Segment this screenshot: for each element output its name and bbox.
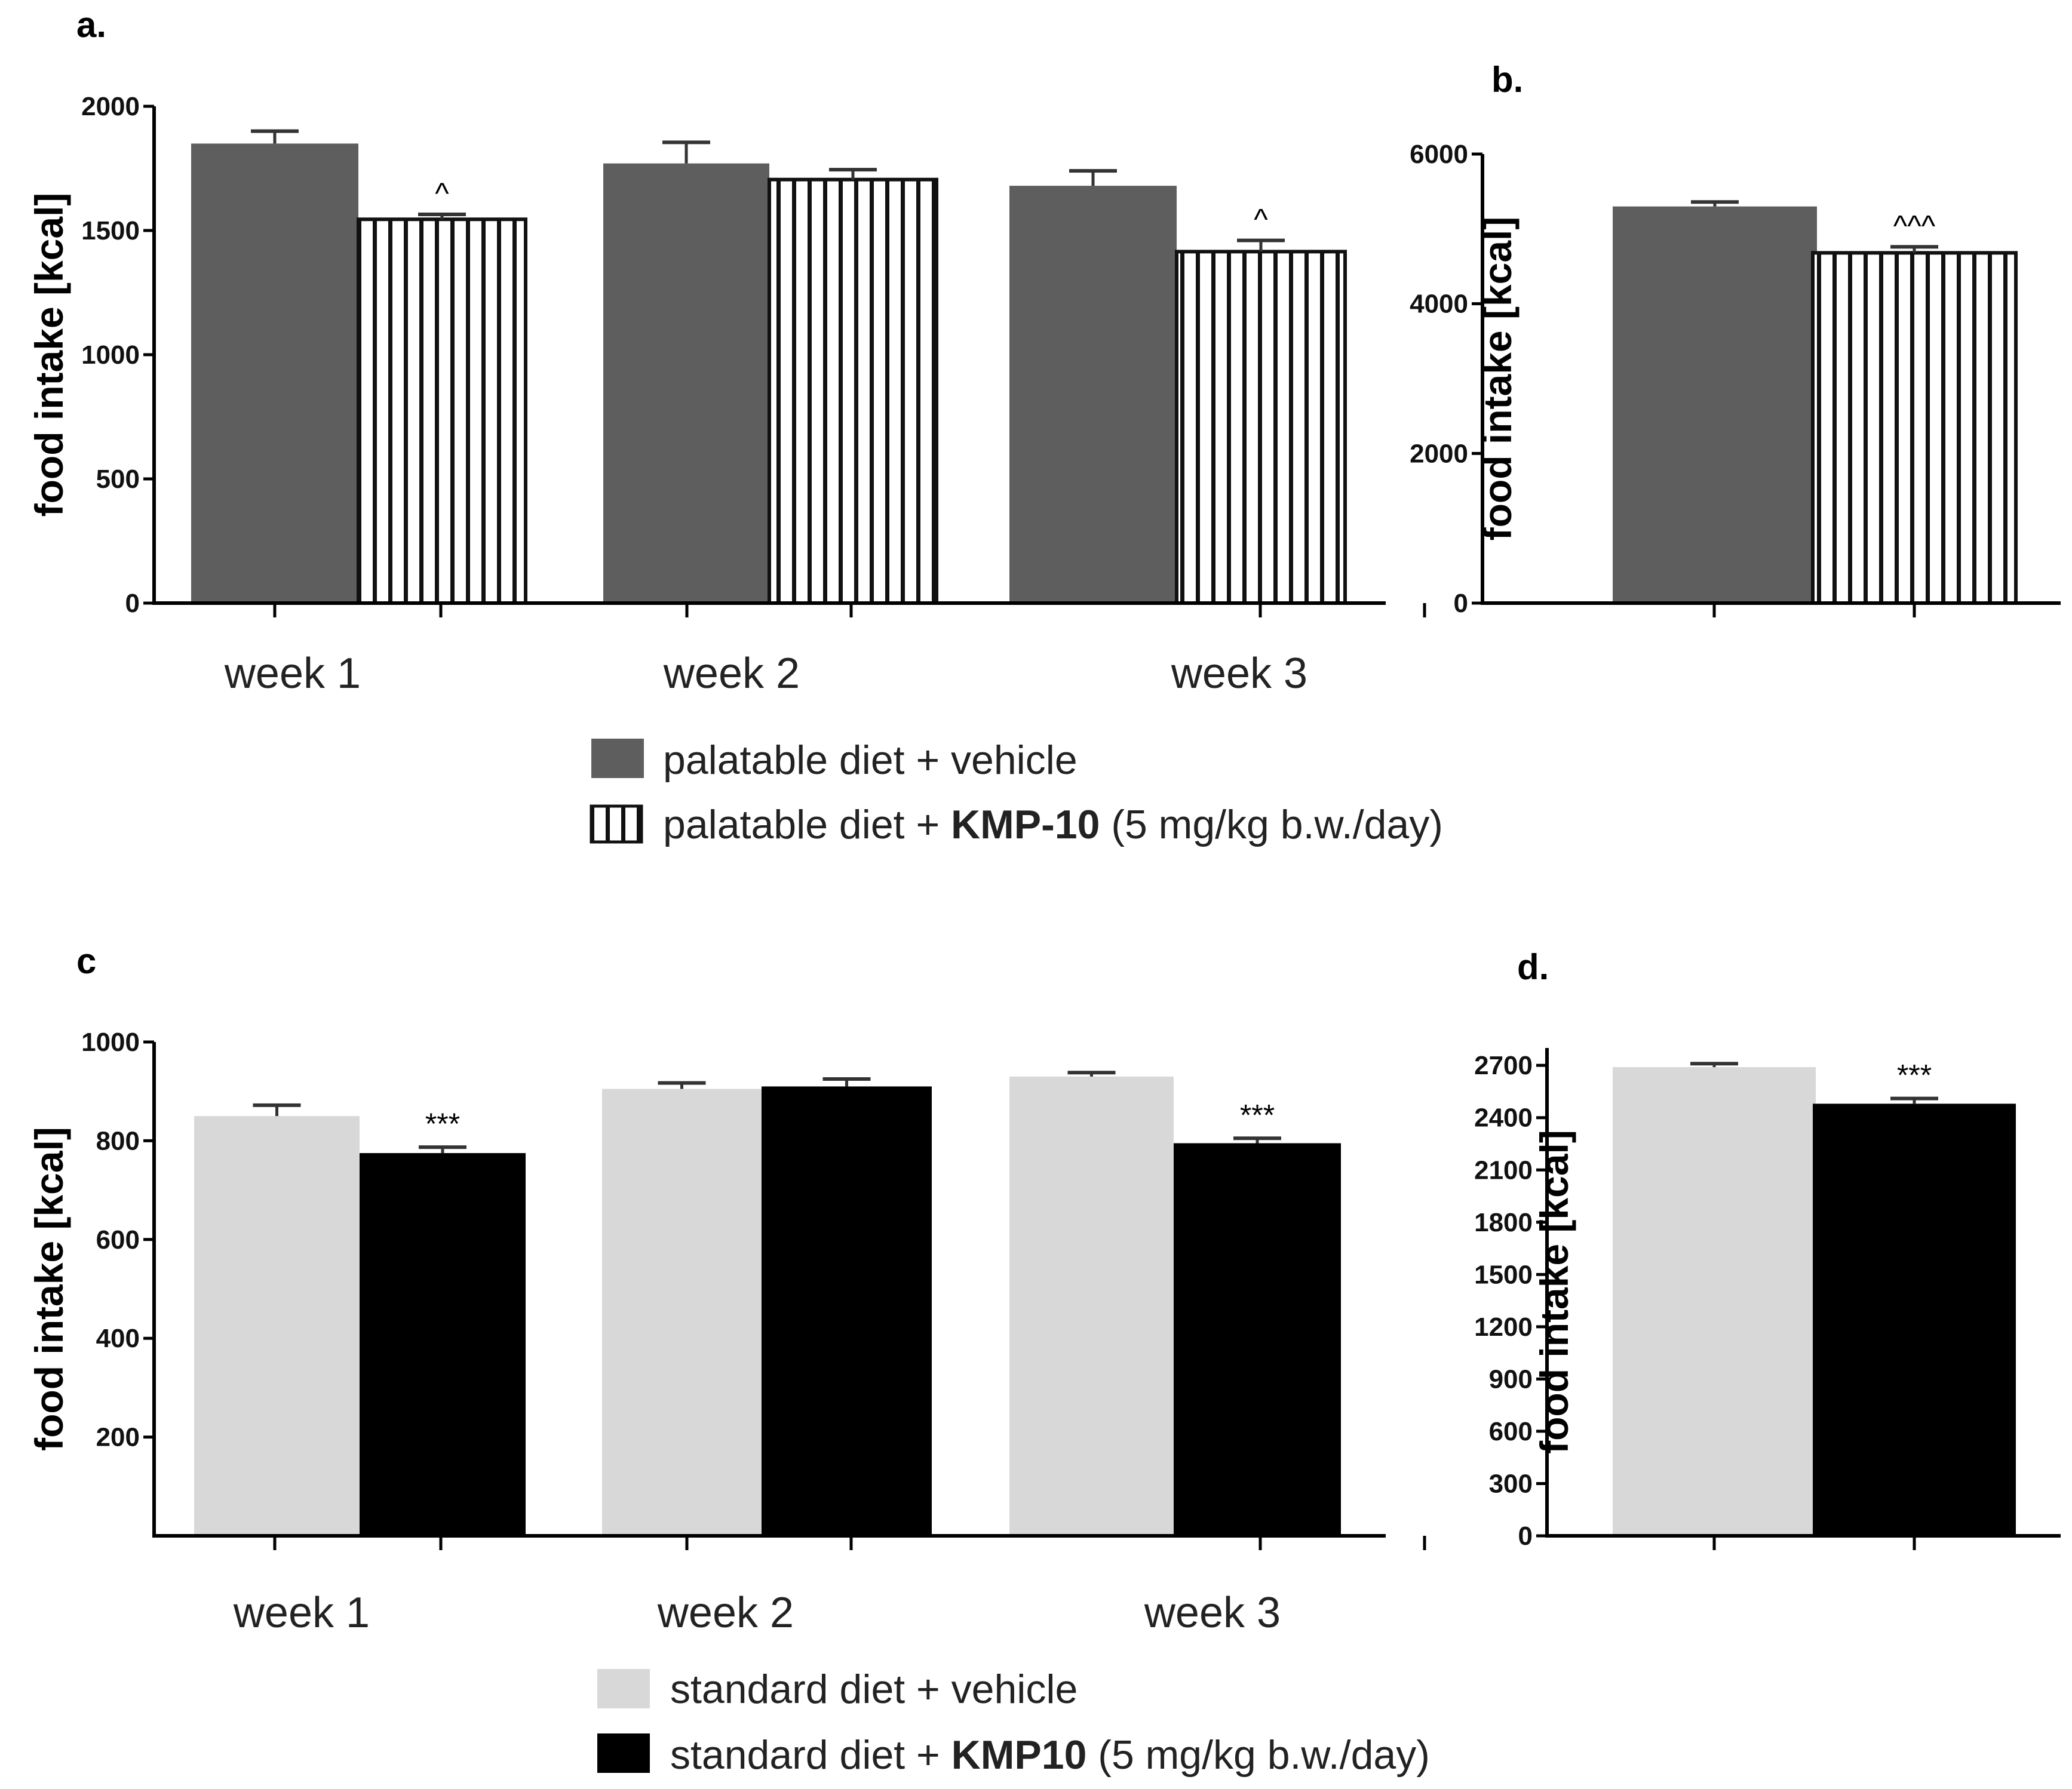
- panel-c-significance-1: ***: [425, 1107, 460, 1141]
- panel-a-category-label-0: week 1: [224, 650, 361, 697]
- panel-d-ytick-label-2: 600: [1489, 1417, 1533, 1446]
- panel-a-bar-1: [357, 217, 527, 605]
- panel-a-bar-0: [191, 143, 358, 603]
- panel-b-ytick-label-1: 2000: [1410, 439, 1468, 468]
- panel-c-bar-3: [762, 1086, 932, 1536]
- legend-label-palatable-kmp10: palatable diet + KMP-10 (5 mg/kg b.w./da…: [663, 802, 1443, 847]
- panel-d-ytick-label-9: 2700: [1474, 1051, 1533, 1080]
- panel-d-bar-0: [1613, 1067, 1816, 1536]
- panel-c-bar-1: [360, 1153, 526, 1536]
- chart-panel-a: ^ ^ 0 500 1000 1500 2000 week 1 week 2 week 3 food…: [27, 92, 1426, 697]
- legend-label-palatable-kmp10-bold: KMP-10: [951, 802, 1100, 847]
- panel-a-ytick-label-4: 2000: [81, 92, 140, 121]
- panel-a-ytick-label-0: 0: [125, 589, 140, 618]
- panel-a-letter: a.: [76, 5, 106, 45]
- chart-panel-b: ^^^ 0 2000 4000 6000 food intake [kcal]: [1410, 140, 2061, 618]
- panel-b-bar-0: [1613, 206, 1817, 603]
- legend-label-standard-kmp10-suffix: (5 mg/kg b.w./day): [1086, 1732, 1429, 1778]
- panel-c-category-label-1: week 2: [657, 1589, 794, 1637]
- legend-label-standard-kmp10-bold: KMP10: [951, 1732, 1087, 1778]
- panel-b-bar-1: [1811, 251, 2018, 605]
- panel-d-y-axis-label: food intake [kcal]: [1532, 1130, 1576, 1454]
- legend-label-palatable-kmp10-prefix: palatable diet +: [663, 802, 951, 847]
- panel-c-ytick-label-1: 400: [96, 1324, 140, 1353]
- panel-a-y-axis-label: food intake [kcal]: [27, 193, 71, 517]
- chart-panel-c: *** *** 200 400 600 800 1000 week 1 week 2 week 3…: [27, 1028, 1426, 1637]
- panel-c-y-axis-label: food intake [kcal]: [27, 1127, 71, 1451]
- panel-d-ytick-label-3: 900: [1489, 1364, 1533, 1394]
- panel-b-y-axis-label: food intake [kcal]: [1475, 217, 1520, 541]
- panel-a-category-label-1: week 2: [663, 650, 800, 697]
- panel-b-ytick-label-2: 4000: [1410, 290, 1468, 319]
- panel-d-letter: d.: [1517, 947, 1549, 987]
- panel-a-ytick-label-3: 1500: [81, 216, 140, 245]
- legend-label-palatable-vehicle: palatable diet + vehicle: [663, 737, 1078, 783]
- panel-c-bar-0: [194, 1116, 360, 1536]
- panel-c-significance-5: ***: [1240, 1098, 1275, 1132]
- legend-label-palatable-kmp10-suffix: (5 mg/kg b.w./day): [1100, 802, 1442, 847]
- panel-b-letter: b.: [1491, 60, 1523, 100]
- legend-bottom: standard diet + vehicle standard diet + …: [597, 1667, 1430, 1778]
- legend-label-standard-kmp10: standard diet + KMP10 (5 mg/kg b.w./day): [670, 1732, 1430, 1778]
- legend-swatch-palatable-vehicle: [591, 739, 644, 778]
- panel-a-significance-5: ^: [1254, 203, 1268, 236]
- panel-d-ytick-label-8: 2400: [1474, 1103, 1533, 1133]
- panel-c-ytick-label-3: 800: [96, 1126, 140, 1155]
- panel-d-ytick-label-4: 1200: [1474, 1312, 1533, 1342]
- panel-a-bar-4: [1009, 186, 1177, 603]
- panel-c-letter: c: [76, 941, 96, 981]
- panel-d-ytick-label-7: 2100: [1474, 1155, 1533, 1185]
- panel-a-significance-1: ^: [435, 177, 449, 210]
- panel-c-bar-2: [602, 1089, 762, 1536]
- panel-b-ytick-label-3: 6000: [1410, 140, 1468, 169]
- panel-a-ytick-label-1: 500: [96, 465, 140, 494]
- panel-b-ytick-label-0: 0: [1454, 589, 1468, 618]
- panel-b-significance-1: ^^^: [1893, 209, 1936, 242]
- panel-d-bar-1: [1813, 1103, 2016, 1536]
- panel-a-bar-3: [768, 177, 938, 605]
- legend-label-standard-kmp10-prefix: standard diet +: [670, 1732, 951, 1778]
- legend-swatch-palatable-kmp10: [590, 804, 643, 844]
- panel-c-ytick-label-0: 200: [96, 1423, 140, 1452]
- panel-d-ytick-label-0: 0: [1518, 1521, 1533, 1551]
- panel-c-ytick-label-4: 1000: [81, 1028, 140, 1057]
- legend-top: palatable diet + vehicle palatable diet …: [590, 737, 1443, 847]
- legend-swatch-standard-vehicle: [597, 1669, 650, 1708]
- panel-d-ytick-label-6: 1800: [1474, 1208, 1533, 1237]
- legend-label-standard-vehicle: standard diet + vehicle: [670, 1667, 1078, 1712]
- chart-panel-d: *** 0 300 600 900 1200 1500 1800 2100 2400 2700 foo…: [1474, 1048, 2061, 1551]
- panel-a-bar-5: [1175, 250, 1347, 605]
- panel-c-bar-4: [1009, 1076, 1174, 1536]
- panel-c-ytick-label-2: 600: [96, 1225, 140, 1255]
- panel-c-bar-5: [1174, 1143, 1341, 1536]
- panel-a-ytick-label-2: 1000: [81, 340, 140, 370]
- panel-d-ytick-label-5: 1500: [1474, 1260, 1533, 1289]
- panel-a-category-label-2: week 3: [1171, 650, 1307, 697]
- panel-c-category-label-0: week 1: [233, 1589, 370, 1637]
- panel-d-ytick-label-1: 300: [1489, 1469, 1533, 1498]
- panel-a-bar-2: [603, 163, 769, 603]
- panel-d-significance-1: ***: [1897, 1059, 1932, 1092]
- legend-swatch-standard-kmp10: [597, 1733, 650, 1773]
- panel-c-category-label-2: week 3: [1144, 1589, 1281, 1637]
